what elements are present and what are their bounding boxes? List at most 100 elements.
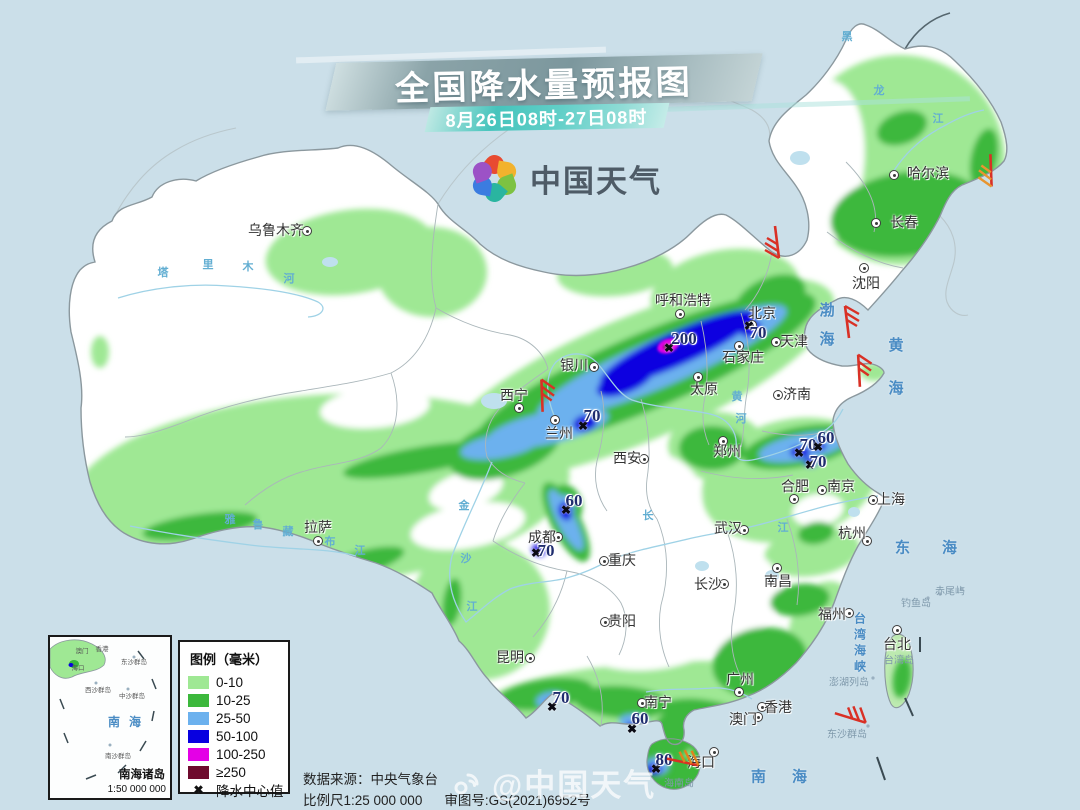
river-label: 长: [642, 510, 654, 522]
precip-center-marker: ✖: [804, 458, 816, 472]
precip-center-marker: ✖: [650, 762, 662, 776]
city-marker: [739, 525, 749, 535]
city-label: 石家庄: [722, 349, 764, 365]
legend-item: ≥250: [188, 763, 280, 781]
precip-center-marker: ✖: [663, 341, 675, 355]
precip-center-label: 降水中心值: [216, 784, 284, 799]
city-label: 西安: [613, 450, 641, 466]
city-label: 北京: [748, 305, 776, 321]
inset-island-label: 香港: [95, 646, 109, 653]
city-marker: [868, 495, 878, 505]
city-marker: [789, 494, 799, 504]
city-marker: [637, 698, 647, 708]
city-label: 哈尔滨: [907, 165, 949, 181]
river-label: 布: [324, 536, 336, 548]
province-borders: [124, 161, 904, 727]
city-marker: [771, 337, 781, 347]
city-marker: [718, 436, 728, 446]
city-marker: [871, 218, 881, 228]
approval-number: 审图号:GS(2021)6952号: [444, 793, 591, 808]
legend-item: 50-100: [188, 727, 280, 745]
city-label: 西宁: [500, 387, 528, 403]
precip-center-marker: ✖: [626, 722, 638, 736]
city-label: 乌鲁木齐: [248, 222, 304, 238]
city-label: 银川: [560, 357, 588, 373]
city-label: 成都: [528, 529, 556, 545]
weibo-icon: [454, 773, 479, 794]
inset-island-label: 中沙群岛: [119, 693, 145, 700]
precip-center-marker: ✖: [793, 446, 805, 460]
precip-value: 60: [817, 428, 835, 447]
precip-center-marker: ✖: [577, 419, 589, 433]
river-label: 沙: [460, 553, 472, 565]
legend-item: 25-50: [188, 709, 280, 727]
precip-center-marker: ✖: [546, 700, 558, 714]
city-marker: [302, 226, 312, 236]
river-label: 黑: [841, 31, 853, 43]
city-marker: [772, 563, 782, 573]
legend-label: ≥250: [216, 764, 246, 780]
city-label: 台北: [883, 636, 911, 652]
inset-island-label: 澳门: [75, 648, 89, 655]
river-label: 木: [242, 261, 254, 273]
city-label: 上海: [877, 491, 905, 507]
city-label: 重庆: [608, 552, 636, 568]
legend-swatch: [188, 693, 209, 707]
sea-label: 渤海: [817, 302, 835, 360]
city-marker: [709, 747, 719, 757]
wind-barb-icon: [838, 303, 864, 341]
city-marker: [313, 536, 323, 546]
inset-island-label: 东沙群岛: [121, 659, 147, 666]
china-weather-logo: 中国天气: [468, 151, 662, 206]
city-marker: [734, 341, 744, 351]
city-marker: [862, 536, 872, 546]
city-marker: [553, 532, 563, 542]
city-marker: [639, 454, 649, 464]
city-marker: [719, 579, 729, 589]
city-label: 武汉: [714, 520, 742, 536]
precip-value: 60: [565, 491, 583, 510]
inset-island-label: 海口: [71, 665, 85, 672]
precip-value: 70: [749, 323, 767, 342]
city-label: 兰州: [545, 425, 573, 441]
city-label: 济南: [783, 386, 811, 402]
precip-center-marker: ✖: [812, 440, 824, 454]
city-marker: [747, 320, 757, 330]
city-marker: [889, 170, 899, 180]
city-marker: [600, 617, 610, 627]
city-marker: [859, 263, 869, 273]
city-label: 南京: [827, 478, 855, 494]
legend-label: 0-10: [216, 674, 244, 690]
legend-item: 0-10: [188, 673, 280, 691]
precip-value: 200: [671, 329, 697, 348]
city-marker: [817, 485, 827, 495]
city-label: 长春: [890, 214, 918, 230]
river-label: 龙: [873, 85, 885, 97]
forecast-period: 8月26日08时-27日08时: [445, 106, 649, 131]
legend-label: 50-100: [216, 728, 259, 744]
wind-barb-icon: [760, 223, 786, 261]
city-label: 南宁: [644, 694, 672, 710]
wind-barb-icon: [663, 743, 703, 772]
logo-text: 中国天气: [530, 163, 662, 199]
wind-barb-icon: [830, 698, 872, 730]
precip-center-marker: ✖: [743, 319, 755, 333]
page-title: 全国降水量预报图: [394, 63, 694, 108]
city-marker: [753, 712, 763, 722]
inset-sea-label: 南海: [108, 715, 151, 729]
city-label: 天津: [780, 333, 808, 349]
legend-rows: 0-10 10-25 25-50 50-100 100-250 ≥250: [188, 673, 280, 781]
city-marker: [550, 415, 560, 425]
sea-label: 南海: [750, 768, 834, 786]
city-label: 长沙: [694, 576, 722, 592]
precip-center-icon: ✖: [193, 783, 204, 797]
legend-swatch: [188, 765, 209, 779]
sea-label: 黄海: [886, 337, 904, 423]
legend-item: 100-250: [188, 745, 280, 763]
wind-barb-icon: [849, 351, 878, 391]
legend-swatch: [188, 747, 209, 761]
city-label: 杭州: [838, 525, 866, 541]
wind-barb-icon: [531, 376, 560, 416]
city-label: 广州: [726, 671, 754, 687]
